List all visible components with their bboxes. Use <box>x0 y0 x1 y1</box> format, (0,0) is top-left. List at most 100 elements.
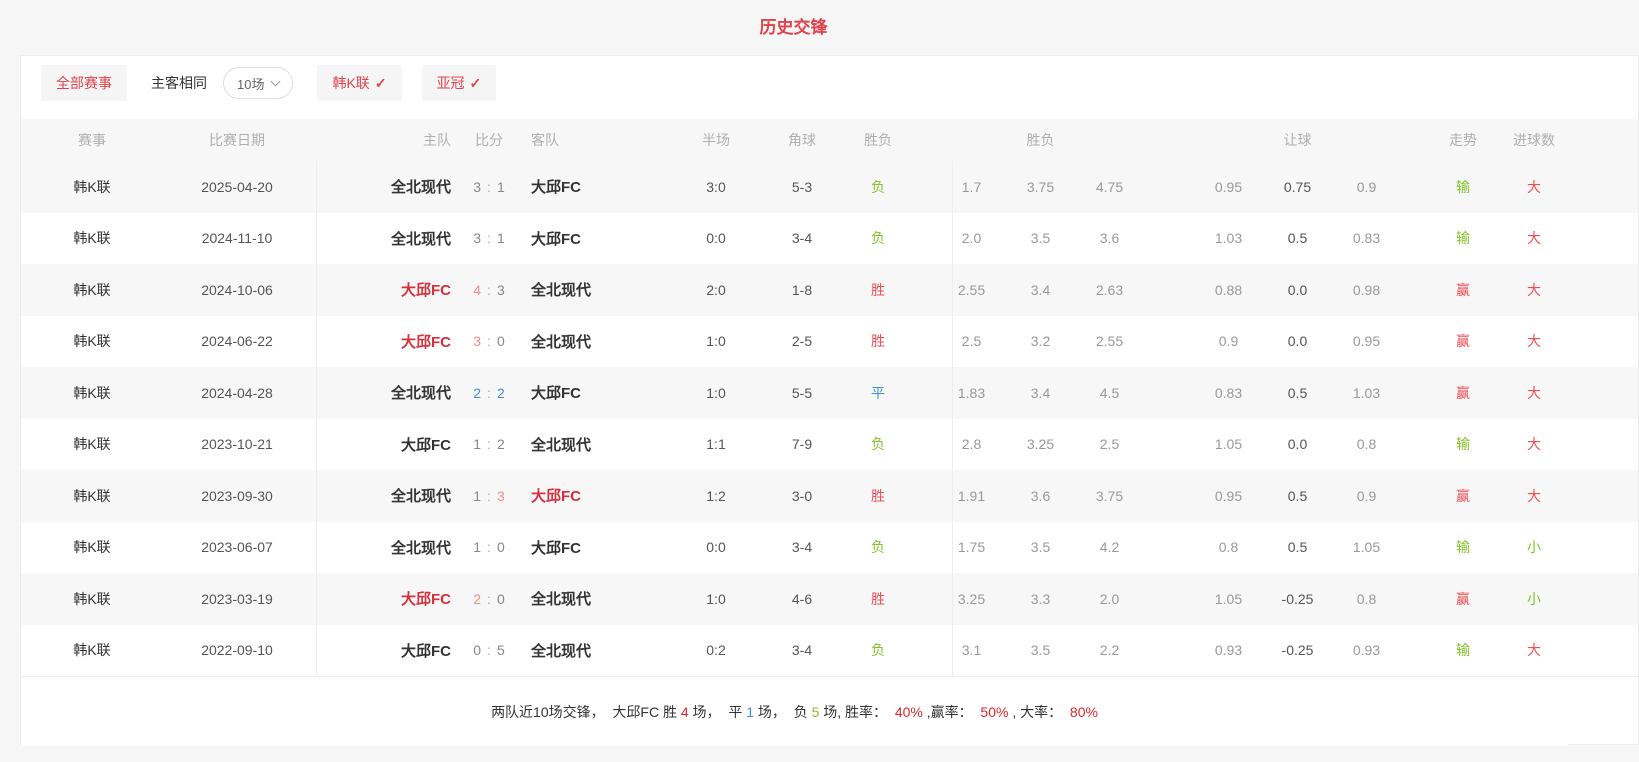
header-trend: 走势 <box>1449 132 1477 148</box>
away-team: 大邱FC <box>531 539 581 557</box>
corner-cell: 3-4 <box>791 642 813 659</box>
corner-cell: 4-6 <box>791 590 813 607</box>
home-team: 全北现代 <box>390 385 451 403</box>
date-cell: 2022-09-10 <box>201 642 273 659</box>
handicap-cell: -0.25 <box>1281 642 1314 659</box>
home-team: 全北现代 <box>390 488 451 506</box>
summary-segment: 两队近10场交锋， 大邱FC 胜 <box>491 703 681 720</box>
corner-cell: 7-9 <box>791 436 813 453</box>
halftime-cell: 1:0 <box>706 384 726 401</box>
home-team: 大邱FC <box>401 436 451 454</box>
away-team: 全北现代 <box>531 333 592 351</box>
table-row: 韩K联 2023-03-19 大邱FC 2:0 全北现代 1:0 4-6 胜 3.25 3.3 2.… <box>21 573 1638 625</box>
halftime-cell: 3:0 <box>706 178 726 195</box>
corner-cell: 3-0 <box>791 487 813 504</box>
away-team: 大邱FC <box>531 179 581 197</box>
handicap-cell: 0.0 <box>1287 281 1308 298</box>
away-team: 全北现代 <box>531 642 592 660</box>
table-row: 韩K联 2024-06-22 大邱FC 3:0 全北现代 1:0 2-5 胜 2.5 3.2 2.5… <box>21 315 1638 367</box>
handicap-cell: 0.0 <box>1287 333 1308 350</box>
table-row: 韩K联 2025-04-20 全北现代 3:1 大邱FC 3:0 5-3 负 1.7 3.75 4.… <box>21 161 1638 213</box>
table-row: 韩K联 2024-04-28 全北现代 2:2 大邱FC 1:0 5-5 平 1.83 3.4 4.… <box>21 367 1638 419</box>
league-cell: 韩K联 <box>73 333 111 350</box>
table-row: 韩K联 2022-09-10 大邱FC 0:5 全北现代 0:2 3-4 负 3.1 3.5 2.2… <box>21 624 1638 676</box>
score-cell: 3:1 <box>473 178 505 195</box>
match-count-select[interactable]: 10场 <box>223 67 294 99</box>
summary-segment: 场, 胜率： <box>819 703 895 720</box>
handicap-cell: 0.83 <box>1214 384 1243 401</box>
home-team: 大邱FC <box>401 642 451 660</box>
result-cell: 负 <box>871 539 885 556</box>
odds-cell: 3.1 <box>961 642 982 659</box>
odds-cell: 1.7 <box>961 178 982 195</box>
handicap-cell: 0.9 <box>1218 333 1239 350</box>
odds-cell: 4.5 <box>1099 384 1120 401</box>
handicap-cell: 1.03 <box>1352 384 1381 401</box>
league-k-label: 韩K联 <box>332 75 370 91</box>
odds-cell: 3.75 <box>1095 487 1124 504</box>
result-cell: 胜 <box>871 281 885 298</box>
header-goals: 进球数 <box>1513 132 1555 148</box>
odds-cell: 2.2 <box>1099 642 1120 659</box>
handicap-cell: -0.25 <box>1281 590 1314 607</box>
result-cell: 负 <box>871 178 885 195</box>
odds-cell: 3.4 <box>1030 384 1051 401</box>
handicap-cell: 0.93 <box>1352 642 1381 659</box>
league-cell: 韩K联 <box>73 487 111 504</box>
league-acl-toggle[interactable]: 亚冠 ✓ <box>421 65 497 101</box>
odds-cell: 2.5 <box>1099 436 1120 453</box>
goals-cell: 大 <box>1527 384 1541 401</box>
league-cell: 韩K联 <box>73 436 111 453</box>
handicap-cell: 0.83 <box>1352 230 1381 247</box>
summary-segment: 1 <box>746 703 755 720</box>
result-cell: 平 <box>871 384 885 401</box>
goals-cell: 大 <box>1527 642 1541 659</box>
odds-cell: 2.63 <box>1095 281 1124 298</box>
column-divider <box>952 161 953 676</box>
halftime-cell: 1:0 <box>706 590 726 607</box>
handicap-cell: 0.8 <box>1356 436 1377 453</box>
date-cell: 2023-10-21 <box>201 436 273 453</box>
goals-cell: 大 <box>1527 436 1541 453</box>
odds-cell: 2.5 <box>961 333 982 350</box>
home-team: 全北现代 <box>390 179 451 197</box>
score-cell: 1:2 <box>473 436 505 453</box>
odds-cell: 4.2 <box>1099 539 1120 556</box>
away-team: 全北现代 <box>531 436 592 454</box>
league-cell: 韩K联 <box>73 281 111 298</box>
odds-cell: 3.6 <box>1030 487 1051 504</box>
table-row: 韩K联 2024-11-10 全北现代 3:1 大邱FC 0:0 3-4 负 2.0 3.5 3.6… <box>21 212 1638 264</box>
handicap-cell: 0.8 <box>1218 539 1239 556</box>
table-row: 韩K联 2023-06-07 全北现代 1:0 大邱FC 0:0 3-4 负 1.75 3.5 4.… <box>21 521 1638 573</box>
home-team: 全北现代 <box>390 230 451 248</box>
result-cell: 胜 <box>871 590 885 607</box>
odds-cell: 1.75 <box>957 539 986 556</box>
score-cell: 1:0 <box>473 539 505 556</box>
halftime-cell: 1:0 <box>706 333 726 350</box>
summary-segment: , 大率： <box>1008 703 1070 720</box>
league-k-toggle[interactable]: 韩K联 ✓ <box>317 65 402 101</box>
handicap-cell: 0.95 <box>1352 333 1381 350</box>
home-team: 大邱FC <box>401 282 451 300</box>
away-team: 大邱FC <box>531 488 581 506</box>
goals-cell: 大 <box>1527 487 1541 504</box>
score-cell: 0:5 <box>473 642 505 659</box>
corner-cell: 3-4 <box>791 230 813 247</box>
match-count-value: 10场 <box>237 76 265 92</box>
trend-cell: 赢 <box>1456 281 1470 298</box>
header-home: 主队 <box>423 132 451 148</box>
league-acl-label: 亚冠 <box>436 75 465 91</box>
handicap-cell: 0.0 <box>1287 436 1308 453</box>
result-cell: 负 <box>871 642 885 659</box>
handicap-cell: 0.98 <box>1352 281 1381 298</box>
score-cell: 2:0 <box>473 590 505 607</box>
away-team: 全北现代 <box>531 591 592 609</box>
all-matches-button[interactable]: 全部赛事 <box>41 65 127 101</box>
trend-cell: 输 <box>1456 230 1470 247</box>
result-cell: 负 <box>871 230 885 247</box>
odds-cell: 2.0 <box>1099 590 1120 607</box>
date-cell: 2024-06-22 <box>201 333 273 350</box>
all-matches-label: 全部赛事 <box>56 75 112 91</box>
handicap-cell: 0.88 <box>1214 281 1243 298</box>
odds-cell: 4.75 <box>1095 178 1124 195</box>
